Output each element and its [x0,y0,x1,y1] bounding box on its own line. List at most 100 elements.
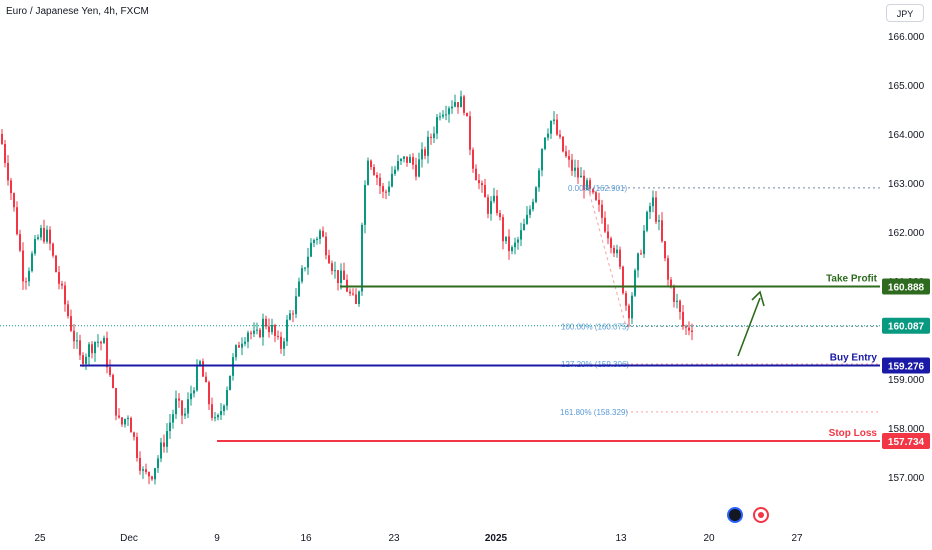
candle-body [181,400,183,416]
candle-body [19,234,21,251]
candle-body [289,313,291,320]
candle-body [331,263,333,271]
candle-body [619,249,621,267]
candle-body [445,114,447,116]
candle-body [547,133,549,138]
candle-body [178,398,180,401]
candle-body [277,335,279,337]
candle-body [517,239,519,243]
candle-body [229,375,231,391]
candle-body [397,161,399,170]
candle-body [220,411,222,415]
candle-body [73,330,75,342]
candle-body [190,393,192,400]
candle-body [610,238,612,248]
price-tick: 157.000 [888,473,925,484]
chart-title: Euro / Japanese Yen, 4h, FXCM [6,6,149,17]
candle-body [601,204,603,218]
candle-body [43,227,45,242]
time-axis: 25 Dec 9 16 23 2025 13 20 27 [34,533,803,544]
candle-body [295,296,297,315]
candle-body [622,266,624,294]
candle-body [79,340,81,356]
candle-body [370,160,372,168]
candle-body [379,177,381,187]
candle-body [349,291,351,294]
candle-body [673,287,675,302]
candle-body [7,162,9,181]
candle-body [406,156,408,163]
time-tick: 16 [300,533,312,544]
target-icon[interactable] [753,507,769,523]
candle-body [271,325,273,333]
candle-body [385,191,387,193]
candle-body [157,458,159,469]
candle-body [418,159,420,177]
candle-body [163,442,165,447]
price-tag [882,317,930,334]
candle-body [469,116,471,150]
candle-body [85,356,87,364]
currency-button[interactable]: JPY [886,4,924,22]
candle-body [532,201,534,210]
globe-icon[interactable] [727,507,743,523]
candle-body [310,242,312,257]
candle-body [568,156,570,160]
candle-body [67,304,69,317]
candle-body [487,197,489,214]
candle-body [448,108,450,115]
candle-body [682,312,684,327]
candle-body [253,330,255,334]
candle-body [151,476,153,480]
candle-body [430,136,432,138]
time-tick: 23 [388,533,400,544]
candle-body [691,330,693,332]
candle-body [436,117,438,134]
candle-body [391,173,393,187]
candle-body [400,158,402,162]
candle-body [382,186,384,192]
candle-body [205,376,207,383]
price-tick: 162.000 [888,228,925,239]
candle-body [451,106,453,109]
candle-body [325,236,327,256]
candle-body [424,149,426,156]
candle-body [142,469,144,471]
candle-body [55,255,57,273]
time-tick: 13 [615,533,627,544]
candle-body [613,247,615,254]
candle-body [16,207,18,235]
candle-body [280,336,282,349]
candle-body [652,197,654,207]
candle-body [628,305,630,319]
candle-body [559,134,561,137]
candle-body [130,417,132,433]
candle-body [244,341,246,344]
candle-body [64,285,66,305]
candle-body [61,283,63,286]
overlays: 0.00% (162.901)100.00% (160.075)127.20% … [0,184,880,443]
candle-body [217,414,219,418]
candle-body [412,157,414,165]
candle-body [616,249,618,254]
candle-body [241,343,243,348]
candle-body [571,159,573,171]
candle-body [115,388,117,416]
candle-body [502,217,504,242]
candle-body [421,149,423,160]
candle-body [589,180,591,190]
candle-body [160,442,162,459]
candle-body [661,220,663,242]
candle-body [199,361,201,366]
candle-body [670,279,672,288]
candle-body [373,167,375,175]
candle-body [106,337,108,368]
candle-body [223,405,225,412]
candle-body [211,404,213,418]
price-tag-label: 157.734 [888,437,925,448]
candle-body [640,253,642,255]
price-tag-label: 160.888 [888,282,925,293]
candle-body [520,230,522,240]
candle-body [433,133,435,138]
